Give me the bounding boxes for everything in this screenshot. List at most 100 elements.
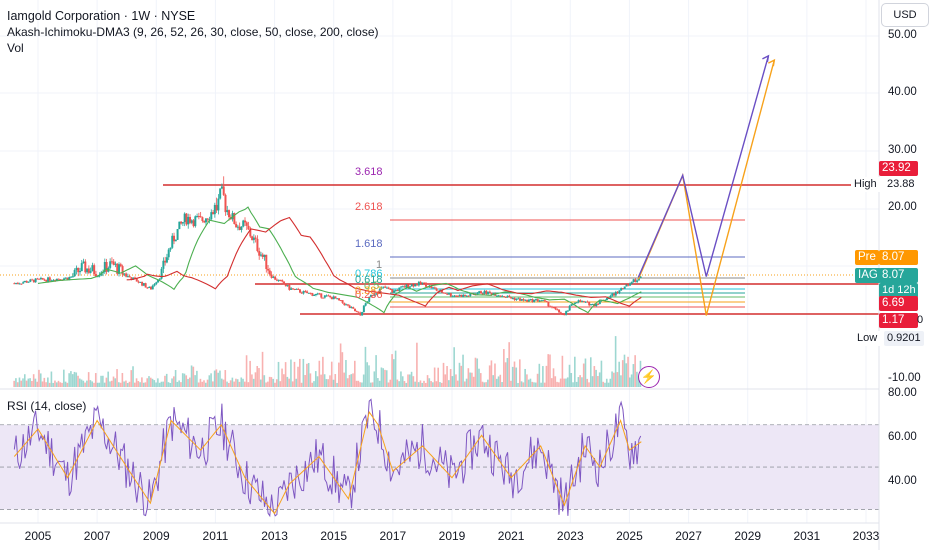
price-candle xyxy=(409,286,412,288)
price-candle xyxy=(27,281,30,283)
fib-label: 1 xyxy=(376,259,383,271)
chart-title: Iamgold Corporation · 1W · NYSE xyxy=(7,9,196,23)
price-axis-tick: 30.00 xyxy=(888,144,917,156)
volume-bar xyxy=(568,364,571,387)
rsi-legend[interactable]: RSI (14, close) xyxy=(7,399,87,413)
volume-bar xyxy=(98,382,101,387)
price-candle xyxy=(38,278,41,280)
price-candle xyxy=(559,312,562,315)
time-axis-tick: 2029 xyxy=(734,529,762,543)
volume-bar xyxy=(91,381,94,387)
volume-bar xyxy=(522,382,525,387)
volume-bar xyxy=(204,382,207,387)
volume-bar xyxy=(490,360,493,387)
price-candle xyxy=(536,299,539,302)
volume-bar xyxy=(256,366,259,387)
indicator-legend[interactable]: Akash-Ichimoku-DMA3 (9, 26, 52, 26, 30, … xyxy=(7,25,379,39)
volume-bar xyxy=(110,380,113,387)
price-candle xyxy=(141,281,144,286)
volume-bar xyxy=(570,373,573,387)
price-candle xyxy=(400,286,403,288)
price-candle xyxy=(529,299,532,301)
volume-bar xyxy=(281,368,283,387)
price-candle xyxy=(313,295,316,297)
time-axis-tick: 2019 xyxy=(438,529,466,543)
volume-bar xyxy=(566,377,569,387)
volume-bar xyxy=(602,381,605,387)
price-candle xyxy=(440,289,443,293)
volume-bar xyxy=(50,371,53,387)
volume-bar xyxy=(618,361,620,387)
price-candle xyxy=(455,295,458,297)
price-candle xyxy=(176,229,179,240)
volume-bar xyxy=(155,382,157,387)
price-candle xyxy=(595,303,598,307)
price-candle xyxy=(20,283,23,285)
volume-bar xyxy=(391,354,393,387)
volume-bar xyxy=(89,380,92,387)
price-candle xyxy=(249,229,252,237)
price-candle xyxy=(73,270,76,277)
price-candle xyxy=(630,282,633,284)
lightning-icon[interactable]: ⚡ xyxy=(638,366,660,388)
volume-bar xyxy=(70,371,72,387)
volume-bar xyxy=(325,379,328,387)
price-candle xyxy=(627,284,630,286)
volume-bar xyxy=(22,378,24,387)
price-candle xyxy=(598,300,601,304)
volume-bar xyxy=(176,381,179,387)
price-candle xyxy=(444,292,447,294)
volume-bar xyxy=(165,373,168,387)
volume-bar xyxy=(307,362,310,387)
price-candle xyxy=(16,282,19,284)
price-candle xyxy=(368,296,371,302)
volume-bar xyxy=(487,379,489,387)
volume-bar xyxy=(39,373,42,387)
fib-label: 0.618 xyxy=(355,274,383,286)
volume-bar xyxy=(368,365,370,387)
price-candle xyxy=(508,295,511,298)
volume-bar xyxy=(173,376,175,387)
price-candle xyxy=(547,301,550,307)
price-candle xyxy=(479,291,482,294)
time-axis-tick: 2017 xyxy=(379,529,407,543)
price-candle xyxy=(634,279,637,282)
price-candle xyxy=(240,226,243,230)
price-candle xyxy=(442,292,445,294)
volume-bar xyxy=(554,376,557,387)
price-candle xyxy=(284,284,287,287)
price-candle xyxy=(78,271,81,273)
price-candle xyxy=(481,293,484,295)
currency-button[interactable]: USD xyxy=(881,3,929,27)
volume-bar xyxy=(318,360,321,387)
price-candle xyxy=(401,286,404,288)
price-candle xyxy=(540,300,543,302)
volume-bar xyxy=(616,372,619,387)
volume-bar xyxy=(355,380,358,387)
price-candle xyxy=(112,261,115,265)
volume-bar xyxy=(194,375,196,387)
price-candle xyxy=(506,295,509,298)
ma-50-line xyxy=(37,206,642,314)
price-candle xyxy=(398,287,401,291)
price-candle xyxy=(87,268,90,273)
price-candle xyxy=(574,302,577,304)
volume-bar xyxy=(263,375,266,387)
volume-bar xyxy=(597,376,599,387)
rsi-axis-tick: 80.00 xyxy=(888,387,917,399)
volume-bar xyxy=(581,377,583,387)
price-candle xyxy=(68,277,71,280)
volume-bar xyxy=(68,373,70,387)
volume-bar xyxy=(291,381,294,387)
price-candle xyxy=(531,299,534,303)
volume-bar xyxy=(126,382,129,387)
price-candle xyxy=(219,188,222,199)
price-candle xyxy=(538,300,541,302)
price-candle xyxy=(582,301,585,303)
volume-bar xyxy=(77,375,79,387)
ma-200-line xyxy=(126,216,642,307)
volume-legend[interactable]: Vol xyxy=(7,41,24,55)
volume-bar xyxy=(128,381,131,387)
volume-bar xyxy=(534,382,537,387)
